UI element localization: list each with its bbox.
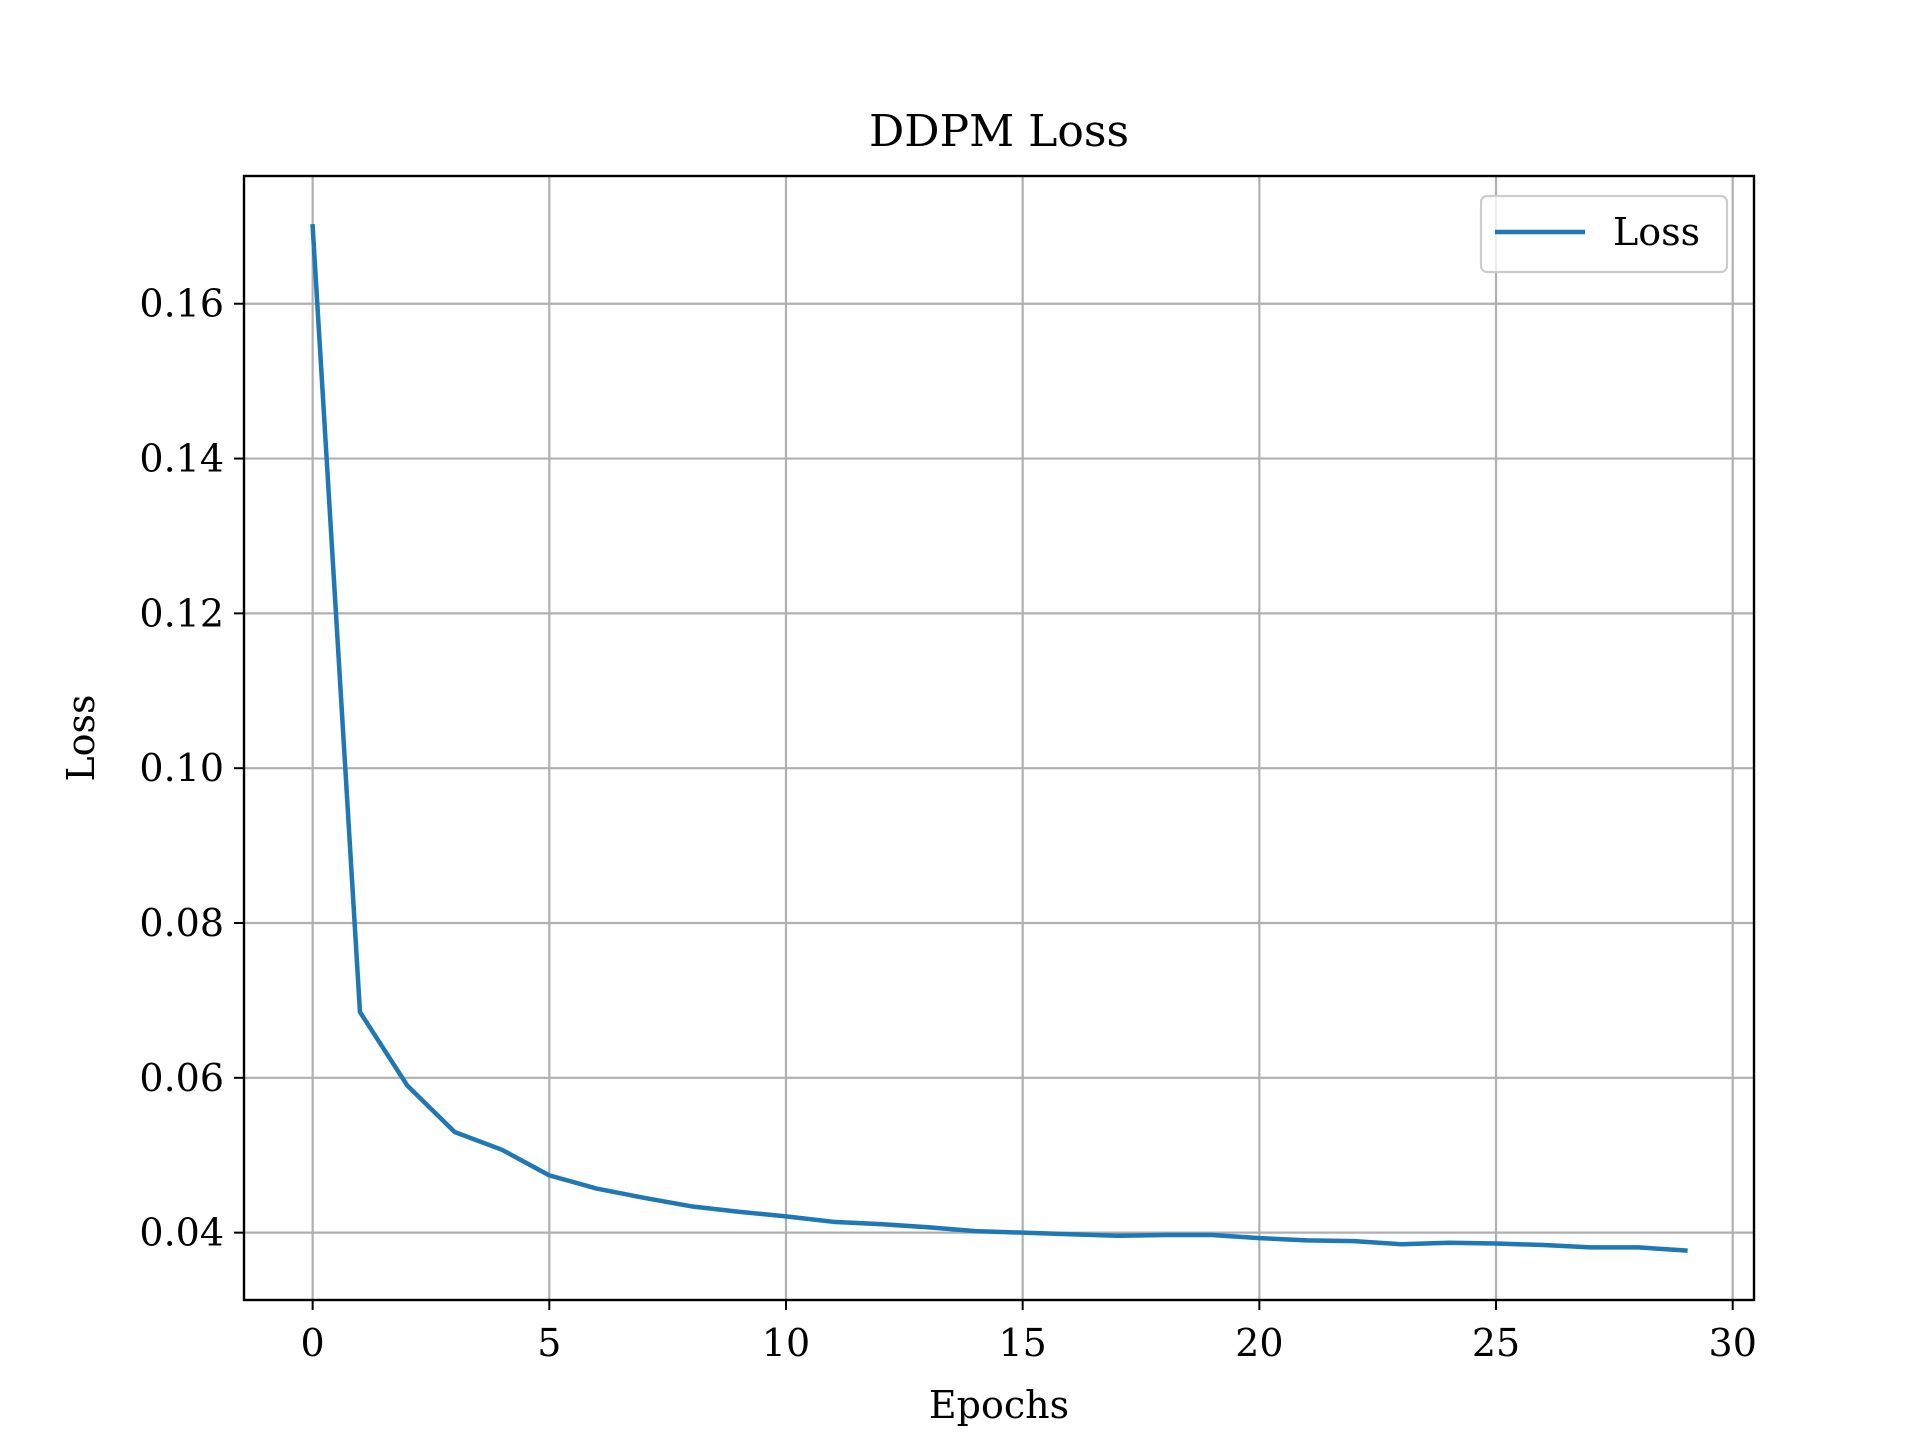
- legend-box: [1479, 194, 1729, 274]
- x-tick-label: 10: [762, 1321, 810, 1365]
- series-layer: [310, 223, 1688, 1253]
- legend-label-loss: Loss: [1613, 210, 1700, 254]
- x-tick-label: 0: [301, 1321, 325, 1365]
- y-axis-label: Loss: [59, 694, 103, 781]
- x-tick-label: 25: [1472, 1321, 1520, 1365]
- x-tick-label: 20: [1235, 1321, 1283, 1365]
- x-axis-ticks: 0 5 10 15 20 25 30: [301, 1300, 1757, 1365]
- y-tick-label: 0.16: [139, 282, 224, 326]
- y-tick-label: 0.08: [139, 901, 224, 945]
- y-tick-label: 0.10: [139, 746, 224, 790]
- x-tick-label: 15: [998, 1321, 1046, 1365]
- y-tick-label: 0.14: [139, 437, 224, 481]
- grid: [244, 176, 1754, 1300]
- chart-title: DDPM Loss: [869, 106, 1129, 157]
- y-tick-label: 0.06: [139, 1056, 224, 1100]
- x-axis-label: Epochs: [929, 1383, 1069, 1427]
- y-tick-label: 0.12: [139, 591, 224, 635]
- x-tick-label: 5: [537, 1321, 561, 1365]
- plot-frame: [242, 174, 1756, 1302]
- y-tick-label: 0.04: [139, 1211, 224, 1255]
- x-tick-label: 30: [1709, 1321, 1757, 1365]
- series-line-loss: [310, 223, 1688, 1253]
- y-axis-ticks: 0.04 0.06 0.08 0.10 0.12 0.14 0.16: [139, 282, 244, 1255]
- legend: Loss: [1479, 194, 1729, 274]
